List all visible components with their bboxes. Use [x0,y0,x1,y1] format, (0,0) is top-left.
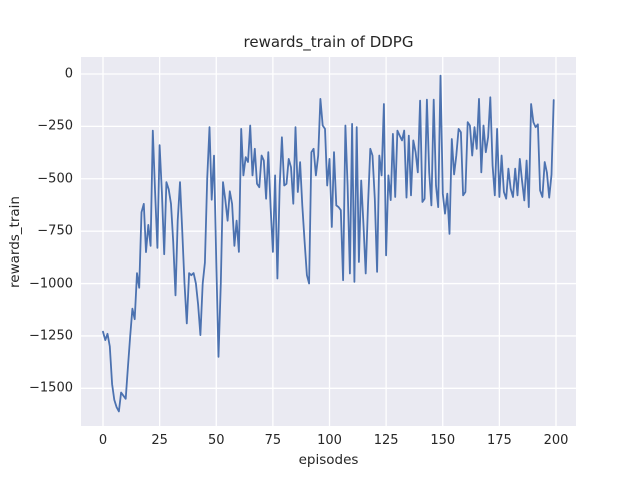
x-tick-label: 200 [543,433,569,448]
y-tick-label: −750 [37,223,73,239]
x-tick-label: 125 [373,433,399,448]
y-tick-label: −250 [37,118,73,134]
chart-title: rewards_train of DDPG [243,33,414,51]
plot-area [81,57,576,426]
y-axis-label: rewards_train [7,196,23,288]
x-tick-label: 25 [151,433,168,448]
x-tick-label: 50 [207,433,225,448]
y-tick-label: 0 [64,66,73,82]
y-tick-label: −500 [37,171,73,187]
x-tick-label: 75 [264,433,282,448]
x-tick-label: 100 [317,433,342,448]
reward-line [102,74,555,413]
y-tick-label: −1000 [29,276,73,292]
x-axis-label: episodes [298,452,359,468]
x-tick-label: 0 [98,433,108,448]
y-tick-label: −1500 [29,380,73,396]
x-tick-label: 150 [430,433,456,448]
x-tick-label: 175 [486,433,512,448]
y-tick-label: −1250 [29,328,73,344]
line-chart [81,57,576,426]
